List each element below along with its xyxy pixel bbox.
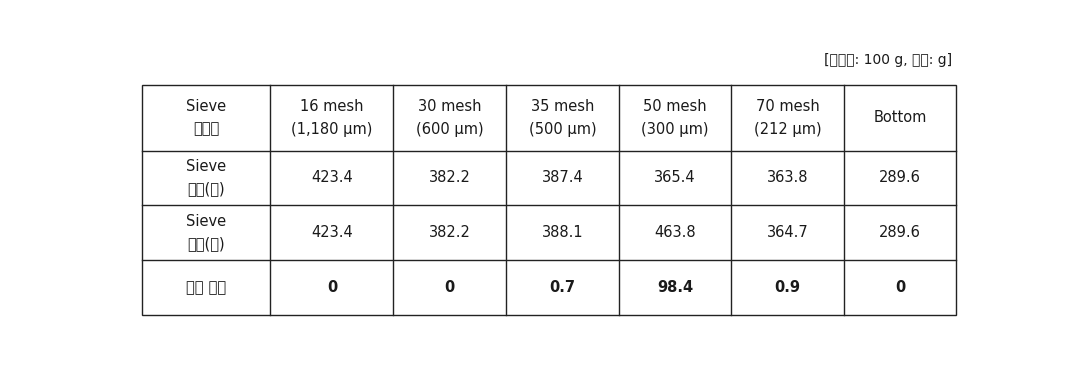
Text: 0.7: 0.7	[549, 280, 576, 295]
Text: 423.4: 423.4	[311, 170, 353, 185]
Text: 382.2: 382.2	[429, 225, 471, 240]
Text: 289.6: 289.6	[879, 225, 921, 240]
Text: 365.4: 365.4	[654, 170, 696, 185]
Bar	[143, 85, 956, 315]
Text: 0.9: 0.9	[775, 280, 801, 295]
Text: 30 mesh
(600 μm): 30 mesh (600 μm)	[416, 99, 483, 137]
Text: Sieve
무게(후): Sieve 무게(후)	[187, 214, 226, 251]
Text: 388.1: 388.1	[541, 225, 583, 240]
Text: 70 mesh
(212 μm): 70 mesh (212 μm)	[754, 99, 821, 137]
Text: [샘플양: 100 g, 단위: g]: [샘플양: 100 g, 단위: g]	[824, 53, 952, 67]
Text: 463.8: 463.8	[654, 225, 696, 240]
Text: Sieve
무게(전): Sieve 무게(전)	[187, 159, 226, 197]
Text: 16 mesh
(1,180 μm): 16 mesh (1,180 μm)	[292, 99, 373, 137]
Text: 382.2: 382.2	[429, 170, 471, 185]
Text: 364.7: 364.7	[766, 225, 808, 240]
Text: 0: 0	[327, 280, 337, 295]
Text: 289.6: 289.6	[879, 170, 921, 185]
Text: 0: 0	[895, 280, 906, 295]
Text: 423.4: 423.4	[311, 225, 353, 240]
Text: 363.8: 363.8	[766, 170, 808, 185]
Text: 387.4: 387.4	[541, 170, 583, 185]
Text: 0: 0	[445, 280, 455, 295]
Text: 35 mesh
(500 μm): 35 mesh (500 μm)	[528, 99, 596, 137]
Text: 50 mesh
(300 μm): 50 mesh (300 μm)	[641, 99, 709, 137]
Text: Bottom: Bottom	[874, 110, 927, 125]
Text: 제품 무게: 제품 무게	[187, 280, 226, 295]
Text: Sieve
사이즈: Sieve 사이즈	[187, 99, 226, 137]
Text: 98.4: 98.4	[657, 280, 694, 295]
